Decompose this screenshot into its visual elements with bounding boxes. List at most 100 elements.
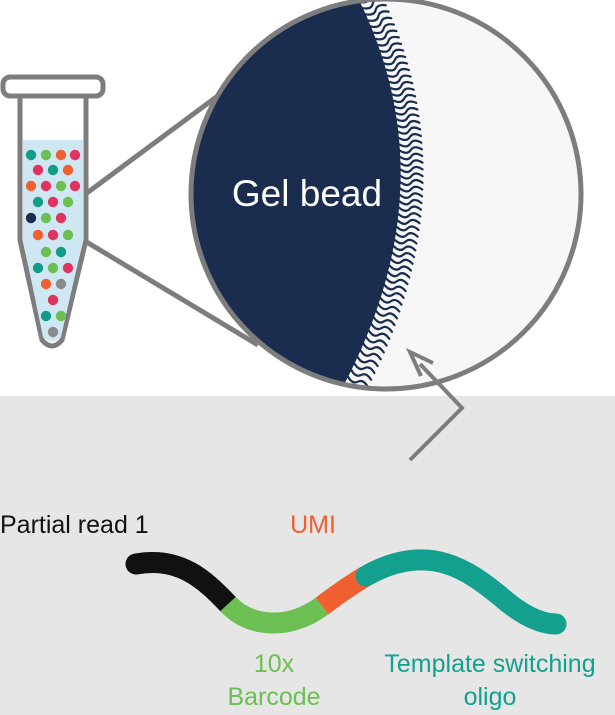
oligo-strand-mark [392,93,417,104]
oligo-strand-mark [398,205,423,212]
bead-dot [62,229,74,241]
oligo-strand-mark [396,218,421,225]
magnified-bead-outline [188,0,584,392]
oligo-strand-mark [399,152,424,161]
oligo-strand-mark [365,336,388,347]
oligo-strand-mark [398,139,423,148]
oligo-strand-mark [397,133,422,142]
arrow-shaft [408,362,465,462]
oligo-strand-mark [381,290,405,299]
oligo-strand-mark [364,3,387,16]
bead-dots [25,149,81,338]
oligo-strand-mark [399,178,424,187]
oligo-strand-mark [397,212,422,219]
oligo-strand-mark [381,48,405,60]
oligo-strand-mark [377,303,401,313]
oligo-strand-mark [391,87,415,97]
oligo-strand-mark [399,185,424,193]
bead-dot [40,212,52,224]
bead-dot [32,262,44,274]
bead-dot [40,310,52,322]
oligo-strand-mark [398,198,423,206]
bead-dot [40,278,52,290]
oligo-strand-mark [388,74,412,85]
oligo-strand-mark [389,80,414,91]
zoom-line-lower [58,223,260,348]
oligo-strand-mark [379,42,403,53]
barcode-label-line1: 10x [254,650,295,678]
oligo-strand-mark [388,264,413,272]
oligo-strand-mark [399,165,424,174]
bead-dot [47,262,59,274]
oligo-strand-mark [386,270,411,279]
oligo-strand-mark [383,283,407,293]
oligo-strand-mark [398,192,424,199]
oligo-strand-mark [398,146,423,154]
bead-dot [55,180,67,192]
oligo-strand [125,549,567,635]
oligo-strand-mark [372,23,395,35]
read1-segment [125,552,239,615]
oligo-strand-mark [391,251,416,259]
tso-label-line2: oligo [464,683,517,711]
pointer-arrow-icon [405,347,465,462]
oligo-strand-mark [395,113,420,123]
arrow-head [405,347,434,377]
barcode-segment [220,596,329,634]
bead-dot [32,196,44,208]
oligo-strand-mark [379,296,403,306]
bead-dot [69,149,81,161]
bead-dot [55,149,67,161]
oligo-strand-mark [367,10,390,22]
oligo-strand-mark [393,238,418,245]
tube-liquid [23,140,83,342]
bead-dot [55,278,67,290]
partial-read-label: Partial read 1 [0,511,149,539]
oligo-fringe [340,0,424,389]
oligo-strand-mark [350,369,373,381]
oligo-strand-mark [353,362,376,375]
oligo-strand-mark [397,126,422,135]
bead-dot [62,262,74,274]
oligo-strand-mark [370,323,394,333]
bead-dot [47,164,59,176]
oligo-strand-mark [347,375,369,388]
oligo-strand-mark [389,258,414,265]
bead-dot [47,196,59,208]
bead-dot [32,229,44,241]
oligo-strand-mark [394,232,419,238]
oligo-strand-mark [359,349,382,361]
bead-dot [62,164,74,176]
oligo-strand-mark [374,29,398,41]
oligo-strand-mark [362,342,385,354]
bead-dot [55,310,67,322]
bead-dot [55,246,67,258]
bead-dot [69,180,81,192]
oligo-strand-mark [386,67,410,78]
oligo-strand-mark [369,16,393,29]
oligo-strand-mark [376,35,400,47]
oligo-strand-mark [399,172,424,180]
bead-dot [62,196,74,208]
umi-label: UMI [290,511,336,539]
microcentrifuge-tube-icon [0,74,106,349]
tso-segment [355,549,567,635]
oligo-strand-mark [395,225,420,232]
oligo-strand-mark [399,159,424,167]
oligo-strand-mark [385,277,409,286]
oligo-strand-mark [396,119,421,129]
oligo-strand-mark [361,0,384,10]
gel-bead-label: Gel bead [232,173,382,214]
bead-dot [40,149,52,161]
barcode-label-line2: Barcode [227,683,320,711]
oligo-strand-mark [367,329,391,340]
tube-cap [0,74,106,99]
oligo-strand-mark [392,245,417,252]
bead-dot [40,246,52,258]
bead-dot [47,294,59,306]
bead-dot [25,180,37,192]
bead-dot [47,229,59,241]
bead-dot [47,326,59,338]
